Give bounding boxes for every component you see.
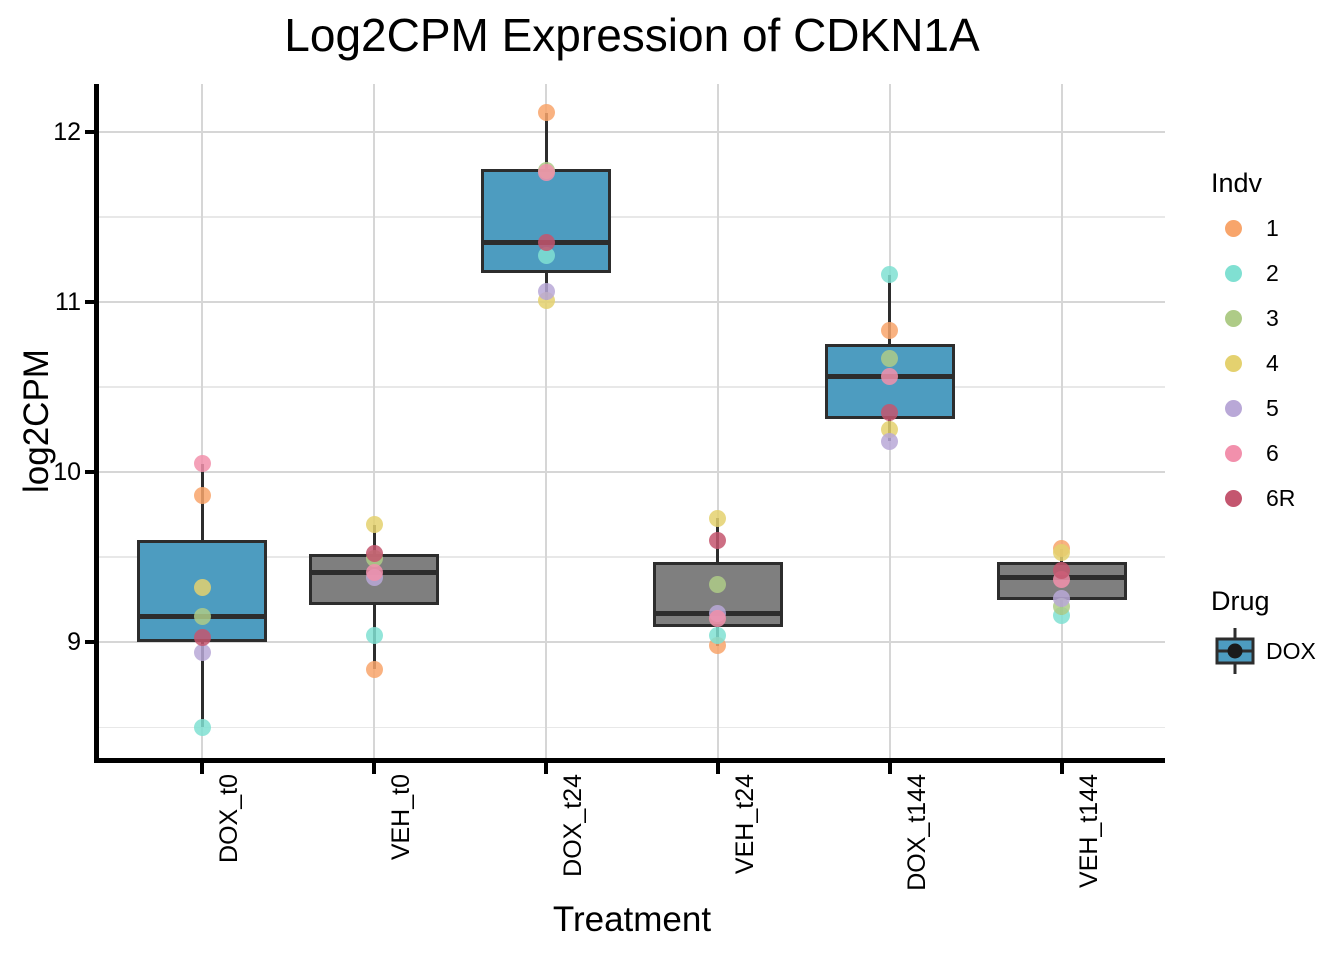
x-axis-title: Treatment [552,900,712,939]
legend-indv-label-6: 6 [1266,440,1279,466]
point-DOX_t24-indv-5 [537,283,555,301]
legend-indv-dot-1 [1224,219,1242,237]
legend-indv-label-3: 3 [1266,305,1279,331]
point-DOX_t0-indv-6R [193,628,211,646]
legend-indv-label-4: 4 [1266,350,1279,376]
point-DOX_t24-indv-1 [537,104,555,122]
x-tick-label-VEH_t144: VEH_t144 [1074,774,1103,888]
point-DOX_t24-indv-2 [537,247,555,265]
legend-indv-label-5: 5 [1266,395,1279,421]
whisker-high-DOX_t144 [888,274,892,345]
point-VEH_t144-indv-5 [1053,589,1071,607]
point-VEH_t0-indv-6R [365,545,383,563]
legend-indv-label-2: 2 [1266,260,1279,286]
legend-indv-dot-6R [1224,489,1242,507]
legend-indv-title: Indv [1211,168,1263,198]
x-tick-VEH_t0 [372,763,377,774]
point-DOX_t24-indv-6 [537,164,555,181]
legend-indv-dot-6 [1224,444,1242,462]
x-tick-DOX_t144 [887,763,892,774]
point-VEH_t144-indv-6R [1053,562,1071,580]
point-VEH_t24-indv-4 [709,509,727,527]
point-VEH_t0-indv-1 [365,660,383,678]
legend-indv-dot-5 [1224,399,1242,417]
x-tick-label-DOX_t24: DOX_t24 [559,774,588,877]
gridline-minor-y-10.5 [99,386,1165,388]
point-DOX_t0-indv-2 [193,718,211,736]
gridline-major-y-12 [99,130,1165,133]
point-VEH_t24-indv-6 [709,609,727,627]
x-tick-DOX_t24 [544,763,549,774]
whisker-high-VEH_t0 [372,524,376,554]
x-tick-label-DOX_t144: DOX_t144 [902,774,931,891]
y-tick-label-12: 12 [53,117,81,146]
gridline-x-VEH_t24 [716,84,719,758]
y-axis-title: log2CPM [17,349,56,493]
point-DOX_t0-indv-5 [193,643,211,661]
point-DOX_t144-indv-6R [881,403,899,421]
y-axis-line [94,84,99,763]
whisker-low-DOX_t0 [200,642,204,728]
point-VEH_t0-indv-6 [365,563,383,581]
point-VEH_t0-indv-4 [365,516,383,534]
point-DOX_t24-indv-6R [537,233,555,251]
y-tick-label-9: 9 [67,628,81,657]
legend-indv-dot-4 [1224,354,1242,372]
point-VEH_t24-indv-3 [709,575,727,593]
legend-drug-title: Drug [1211,586,1270,616]
point-VEH_t24-indv-6R [709,531,727,549]
legend-indv-label-1: 1 [1266,215,1279,241]
gridline-minor-y-11.5 [99,216,1165,218]
y-tick-label-10: 10 [53,458,81,487]
legend-indv-dot-2 [1224,264,1242,282]
y-tick-11 [85,299,94,304]
chart-title: Log2CPM Expression of CDKN1A [284,9,980,61]
boxplot-glyph-icon [1215,628,1255,674]
x-tick-VEH_t144 [1059,763,1064,774]
y-tick-9 [85,640,94,645]
x-tick-DOX_t0 [200,763,205,774]
point-DOX_t144-indv-1 [881,322,899,340]
x-tick-label-VEH_t0: VEH_t0 [387,774,416,861]
point-DOX_t144-indv-5 [881,432,899,450]
point-DOX_t144-indv-2 [881,266,899,284]
point-VEH_t144-indv-4 [1053,543,1071,561]
legend-indv-dot-3 [1224,309,1242,327]
legend-drug-glyph-dox [1213,626,1257,676]
whisker-high-DOX_t24 [544,112,548,170]
y-tick-10 [85,470,94,475]
legend-indv-label-6R: 6R [1266,485,1296,511]
point-DOX_t0-indv-3 [193,608,211,626]
x-axis-line [94,758,1165,763]
gridline-major-y-10 [99,471,1165,474]
point-DOX_t144-indv-3 [881,349,899,367]
gridline-major-y-11 [99,300,1165,303]
y-tick-label-11: 11 [55,287,81,316]
x-tick-label-VEH_t24: VEH_t24 [730,774,759,875]
legend-drug-label-dox: DOX [1266,638,1316,664]
point-DOX_t0-indv-4 [193,579,211,597]
y-tick-12 [85,129,94,134]
x-tick-VEH_t24 [715,763,720,774]
gridline-x-VEH_t144 [1060,84,1063,758]
gridline-minor-y-8.5 [99,726,1165,729]
point-DOX_t0-indv-6 [193,455,211,473]
point-DOX_t0-indv-1 [193,487,211,505]
point-VEH_t0-indv-2 [365,626,383,644]
x-tick-label-DOX_t0: DOX_t0 [215,774,244,863]
point-DOX_t144-indv-6 [881,368,899,386]
point-VEH_t24-indv-2 [709,626,727,644]
